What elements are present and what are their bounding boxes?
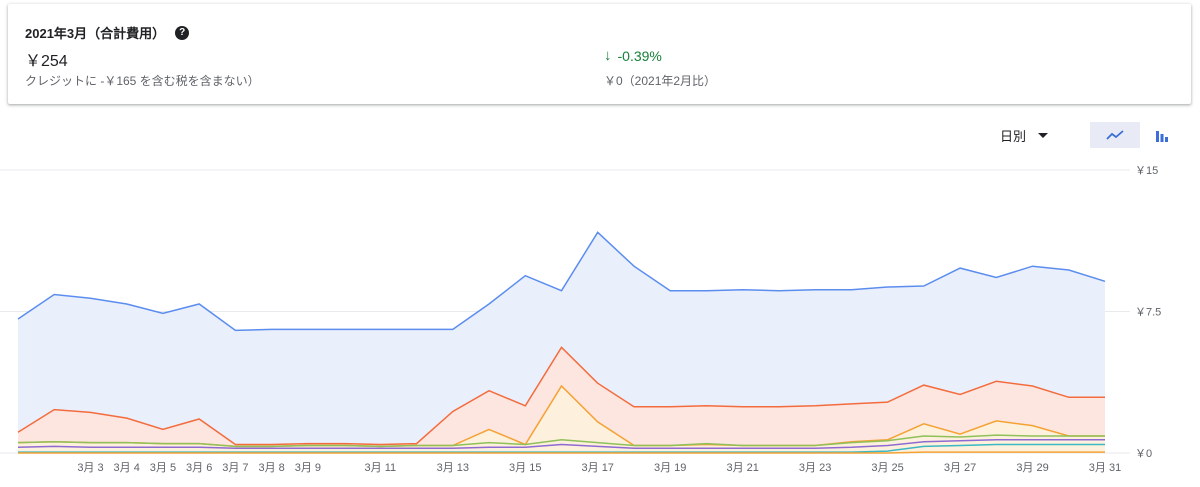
x-tick-label: 3月 23 [799,462,831,474]
x-tick-label: 3月 15 [509,462,541,474]
x-tick-label: 3月 8 [258,462,284,474]
period-dropdown[interactable]: 日別 [1000,126,1049,145]
x-tick-label: 3月 11 [365,462,397,474]
change-value: -0.39% [617,47,662,64]
series-line [17,434,1105,448]
series-line [17,439,1105,450]
total-amount: ￥254 [25,53,68,70]
caret-down-icon [1038,132,1049,138]
chart-controls: 日別 [1000,122,1168,148]
change-indicator: ↓ -0.39% [604,47,662,64]
period-label: 日別 [1000,128,1027,144]
arrow-down-icon: ↓ [604,47,612,64]
series-line [18,451,1105,454]
x-tick-label: 3月 19 [654,462,686,474]
x-tick-label: 3月 4 [114,462,140,474]
summary-title-text: 2021年3月（合計費用） [25,26,166,41]
credit-note: クレジットに -￥165 を含む税を含まない） [25,74,260,88]
x-tick-label: 3月 17 [582,462,614,474]
x-tick-label: 3月 27 [944,462,976,474]
series-area [18,386,1105,453]
x-tick-label: 3月 7 [222,462,248,474]
comparison-text: ￥0（2021年2月比） [604,74,717,88]
bar-chart-toggle[interactable] [1150,122,1174,148]
x-tick-label: 3月 6 [186,462,212,474]
x-tick-label: 3月 25 [871,462,903,474]
y-tick-label: ￥0 [1135,448,1152,460]
y-tick-label: ￥7.5 [1135,307,1161,319]
x-tick-label: 3月 9 [295,462,321,474]
x-tick-label: 3月 3 [77,462,103,474]
y-tick-label: ￥15 [1135,165,1158,177]
line-chart-icon [1106,130,1124,140]
x-tick-label: 3月 31 [1089,462,1121,474]
daily-cost-chart: ￥0 ￥7.5 ￥15 3月 3 3月 4 3月 5 3月 6 3月 7 3月 8 3月 9 3月 … [0,165,1161,474]
series-line [17,231,1106,332]
x-tick-label: 3月 21 [726,462,758,474]
series-line [17,346,1105,446]
summary-title: 2021年3月（合計費用） ? [25,23,190,42]
series-line [18,443,1105,453]
x-tick-label: 3月 29 [1016,462,1048,474]
series-area [18,232,1105,453]
help-icon[interactable]: ? [175,25,190,40]
x-tick-label: 3月 13 [437,462,469,474]
x-tick-label: 3月 5 [150,462,176,474]
bar-chart-icon [1156,131,1168,142]
line-chart-toggle[interactable] [1090,122,1140,148]
cost-summary-card: 2021年3月（合計費用） ? ￥254 クレジットに -￥165 を含む税を含… [8,4,1191,104]
